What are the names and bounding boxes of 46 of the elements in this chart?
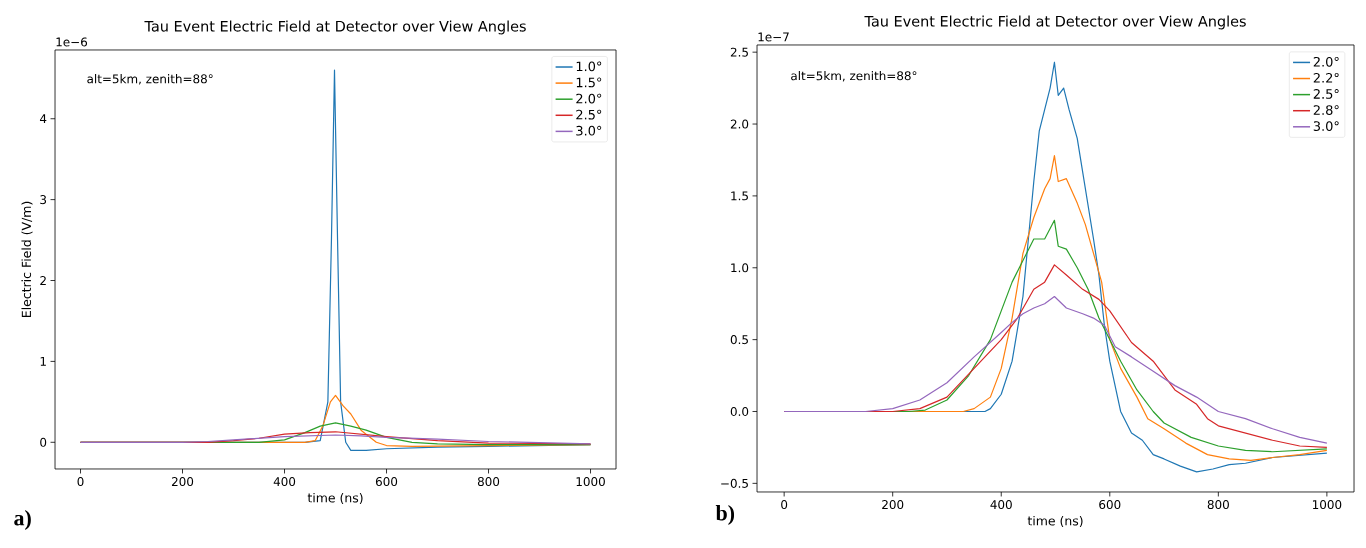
legend-label: 2.5° [576,109,602,120]
x-tick-label: 400 [273,477,296,487]
text: b) [715,505,735,525]
y-tick-label: 0.0 [730,406,749,417]
y-tick-label: 4 [39,114,47,124]
y-axis-title: Electric Field (V/m) [21,201,33,317]
legend-label: 1.0° [576,61,602,72]
y-tick-label: 2.5 [730,47,748,57]
x-tick-label: 400 [990,500,1012,510]
y-tick-label: 0.5 [730,335,748,345]
text: 1e−7 [758,32,789,42]
x-axis-title: time (ns) [1027,515,1083,527]
x-tick-label: 600 [1099,500,1121,510]
y-tick-label: −0.5 [721,478,748,488]
x-tick-label: 800 [1207,500,1229,510]
x-axis-title: time (ns) [307,492,363,504]
legend-label: 2.8° [1313,105,1339,115]
legend-label: 2.0° [1313,56,1339,67]
x-tick-label: 1000 [576,477,605,487]
y-tick-label: 2 [40,276,46,285]
annotation: alt=5km, zenith=88° [87,74,213,85]
chart-title: Tau Event Electric Field at Detector over View Angles [144,20,526,35]
legend-label: 1.5° [576,77,602,88]
legend-label: 3.0° [1313,121,1339,132]
x-tick-label: 200 [882,500,904,510]
y-tick-label: 0 [40,437,47,447]
y-tick-label: 2.0 [730,119,749,129]
text: 1e−6 [56,37,88,47]
annotation: alt=5km, zenith=88° [791,71,917,82]
y-tick-label: 1.5 [731,191,748,201]
x-tick-label: 0 [781,500,788,510]
chart-title: Tau Event Electric Field at Detector over View Angles [864,15,1246,30]
x-tick-label: 1000 [1312,500,1342,510]
y-tick-label: 1.0 [731,263,749,273]
x-tick-label: 600 [375,477,398,487]
y-tick-label: 1 [40,357,46,366]
y-tick-label: 3 [40,195,47,205]
x-tick-label: 200 [171,477,194,487]
legend-label: 2.2° [1313,72,1339,83]
line-series [783,295,1328,444]
legend-label: 2.5° [1313,89,1339,99]
x-tick-label: 800 [477,477,500,487]
x-tick-label: 0 [77,477,84,487]
legend-label: 2.0° [576,93,602,104]
text: a) [14,510,31,530]
legend-label: 3.0° [576,125,602,136]
